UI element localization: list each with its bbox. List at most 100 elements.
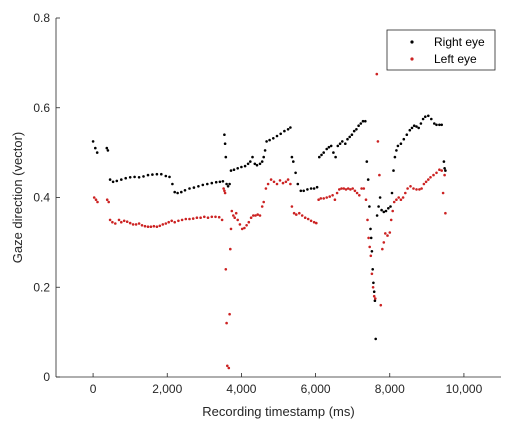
data-point-left-eye xyxy=(344,188,348,191)
data-point-right-eye xyxy=(221,180,225,183)
data-point-left-eye xyxy=(107,200,110,204)
data-point-left-eye xyxy=(422,182,426,186)
data-point-left-eye xyxy=(427,178,430,181)
data-point-left-eye xyxy=(369,254,373,258)
data-point-right-eye xyxy=(348,135,352,139)
data-point-right-eye xyxy=(299,189,303,193)
data-point-left-eye xyxy=(378,173,381,177)
data-point-right-eye xyxy=(364,119,367,123)
data-point-left-eye xyxy=(335,191,339,195)
data-point-left-eye xyxy=(96,200,99,204)
data-point-left-eye xyxy=(346,187,350,190)
data-point-left-eye xyxy=(412,187,415,190)
data-point-left-eye xyxy=(184,217,188,221)
data-point-right-eye xyxy=(389,205,392,208)
data-point-left-eye xyxy=(149,225,153,228)
data-point-left-eye xyxy=(243,226,246,230)
data-point-left-eye xyxy=(94,198,98,201)
data-point-left-eye xyxy=(358,194,361,197)
data-point-left-eye xyxy=(210,215,214,219)
data-point-left-eye xyxy=(435,171,438,175)
data-point-right-eye xyxy=(352,129,356,133)
data-point-right-eye xyxy=(91,140,95,143)
data-point-right-eye xyxy=(435,123,438,127)
legend-box xyxy=(386,29,496,71)
data-point-right-eye xyxy=(442,160,446,163)
x-tick-label: 6,000 xyxy=(301,382,331,396)
data-point-right-eye xyxy=(415,125,418,128)
legend-label-right-eye: Right eye xyxy=(434,35,485,49)
data-point-left-eye xyxy=(203,215,206,219)
data-point-left-eye xyxy=(312,220,316,224)
data-point-right-eye xyxy=(372,281,375,285)
data-point-left-eye xyxy=(292,211,296,215)
legend-label-left-eye: Left eye xyxy=(434,52,477,66)
data-point-left-eye xyxy=(340,187,343,190)
data-point-right-eye xyxy=(232,168,236,171)
data-point-left-eye xyxy=(319,197,323,200)
data-point-right-eye xyxy=(223,133,226,136)
data-point-right-eye xyxy=(444,169,447,172)
data-point-right-eye xyxy=(255,163,259,167)
data-point-left-eye xyxy=(206,216,210,219)
data-point-right-eye xyxy=(375,214,379,217)
data-point-right-eye xyxy=(142,175,145,178)
data-point-right-eye xyxy=(133,175,136,179)
y-tick-label: 0.4 xyxy=(33,191,50,205)
data-point-left-eye xyxy=(229,227,233,231)
data-point-right-eye xyxy=(366,178,370,181)
data-point-left-eye xyxy=(409,185,412,188)
data-point-left-eye xyxy=(264,187,268,190)
data-point-right-eye xyxy=(272,137,275,140)
data-point-right-eye xyxy=(357,124,360,127)
data-point-left-eye xyxy=(364,198,368,201)
data-point-right-eye xyxy=(320,153,323,157)
data-point-left-eye xyxy=(401,196,405,199)
data-point-left-eye xyxy=(275,182,279,186)
data-point-right-eye xyxy=(294,171,297,175)
data-point-left-eye xyxy=(420,187,423,190)
data-point-left-eye xyxy=(404,191,407,195)
data-point-left-eye xyxy=(406,187,409,190)
data-point-right-eye xyxy=(168,175,171,179)
data-point-left-eye xyxy=(120,220,123,224)
data-point-right-eye xyxy=(312,187,316,190)
data-point-right-eye xyxy=(229,169,233,172)
data-point-right-eye xyxy=(164,174,168,178)
data-point-right-eye xyxy=(290,155,294,159)
data-point-left-eye xyxy=(137,222,141,225)
data-point-left-eye xyxy=(325,196,329,199)
data-point-right-eye xyxy=(332,151,335,154)
data-point-right-eye xyxy=(243,164,247,168)
data-point-right-eye xyxy=(289,126,292,129)
data-point-right-eye xyxy=(262,155,266,159)
data-point-right-eye xyxy=(173,190,176,194)
data-point-left-eye xyxy=(415,188,418,191)
data-point-left-eye xyxy=(223,191,227,195)
data-point-right-eye xyxy=(334,155,337,159)
data-point-left-eye xyxy=(105,198,109,201)
data-point-right-eye xyxy=(128,176,132,179)
data-point-left-eye xyxy=(164,222,168,225)
y-tick-label: 0.6 xyxy=(33,101,50,115)
data-point-right-eye xyxy=(378,196,382,199)
data-point-right-eye xyxy=(387,207,390,210)
data-point-right-eye xyxy=(188,187,191,190)
data-point-left-eye xyxy=(300,214,304,217)
data-point-left-eye xyxy=(338,188,341,191)
data-point-left-eye xyxy=(114,222,117,225)
data-point-left-eye xyxy=(443,173,446,177)
data-point-right-eye xyxy=(380,208,383,212)
data-point-left-eye xyxy=(131,223,135,226)
data-point-left-eye xyxy=(262,200,266,204)
x-tick-label: 8,000 xyxy=(375,382,405,396)
data-point-left-eye xyxy=(379,303,383,307)
data-point-right-eye xyxy=(392,169,395,172)
data-point-right-eye xyxy=(344,142,347,145)
data-point-right-eye xyxy=(327,145,331,149)
data-point-left-eye xyxy=(286,178,290,181)
legend-marker-left-eye xyxy=(410,57,414,61)
data-point-right-eye xyxy=(218,180,222,184)
data-point-left-eye xyxy=(108,218,112,222)
